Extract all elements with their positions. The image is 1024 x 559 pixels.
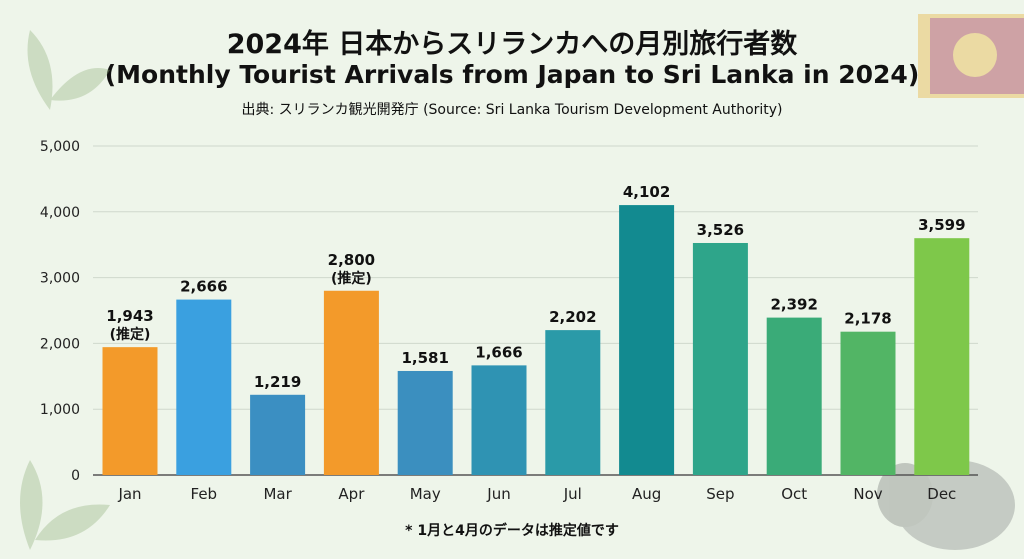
- bar-sep: [692, 242, 748, 475]
- x-tick-label: May: [410, 485, 441, 503]
- x-tick-label: Dec: [927, 485, 956, 503]
- x-tick-label: Jul: [563, 485, 582, 503]
- sri-lanka-flag-icon: [918, 14, 1024, 98]
- bar-feb: [176, 299, 232, 475]
- elephant-icon: [877, 460, 1015, 550]
- data-label: 2,392: [770, 296, 817, 314]
- data-label: 2,178: [844, 310, 891, 328]
- y-tick-label: 2,000: [40, 336, 80, 352]
- x-tick-label: Mar: [263, 485, 292, 503]
- x-tick-label: Nov: [853, 485, 882, 503]
- bar-apr: [323, 290, 379, 475]
- bar-aug: [619, 205, 675, 476]
- data-label: 1,581: [401, 349, 448, 367]
- data-label: 2,202: [549, 308, 596, 326]
- data-label: 2,800: [328, 251, 375, 269]
- x-tick-label: Oct: [781, 485, 807, 503]
- x-tick-label: Jan: [117, 485, 141, 503]
- chart-subtitle: (Monthly Tourist Arrivals from Japan to …: [104, 60, 920, 89]
- tea-leaf-icon: [20, 30, 110, 550]
- footnote: * 1月と4月のデータは推定値です: [405, 523, 619, 539]
- y-tick-label: 3,000: [40, 271, 80, 287]
- bar-jan: [102, 347, 158, 475]
- x-tick-label: Apr: [338, 485, 365, 503]
- bar-dec: [914, 238, 970, 475]
- y-tick-label: 1,000: [40, 402, 80, 418]
- data-label: 3,599: [918, 216, 965, 234]
- y-tick-label: 5,000: [40, 139, 80, 155]
- estimate-label: (推定): [331, 270, 372, 287]
- data-label: 1,943: [106, 307, 153, 325]
- chart-source: 出典: スリランカ観光開発庁 (Source: Sri Lanka Touris…: [241, 102, 783, 118]
- y-tick-label: 4,000: [40, 205, 80, 221]
- y-tick-label: 0: [71, 468, 80, 484]
- bar-jul: [545, 330, 601, 475]
- data-label: 3,526: [697, 221, 744, 239]
- data-label: 1,666: [475, 343, 522, 361]
- estimate-label: (推定): [110, 326, 151, 343]
- x-tick-label: Jun: [486, 485, 510, 503]
- chart-title: 2024年 日本からスリランカへの月別旅行者数: [226, 29, 798, 60]
- data-label: 1,219: [254, 373, 301, 391]
- x-tick-label: Aug: [632, 485, 661, 503]
- bar-nov: [840, 331, 896, 475]
- data-label: 2,666: [180, 278, 227, 296]
- data-label: 4,102: [623, 183, 670, 201]
- x-tick-label: Feb: [191, 485, 218, 503]
- bar-jun: [471, 365, 527, 475]
- bar-may: [397, 370, 453, 475]
- bar-oct: [766, 317, 822, 475]
- bar-mar: [250, 394, 306, 475]
- x-tick-label: Sep: [706, 485, 734, 503]
